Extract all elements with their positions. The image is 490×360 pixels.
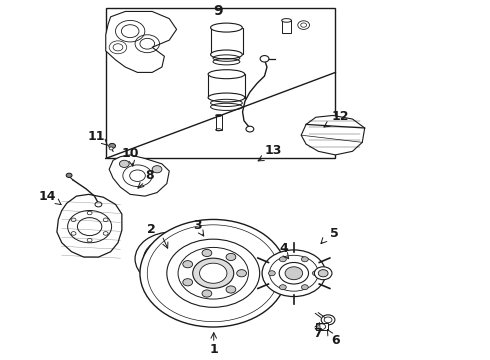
Text: 13: 13 xyxy=(265,144,282,157)
Circle shape xyxy=(145,256,152,261)
Text: 6: 6 xyxy=(331,334,340,347)
Ellipse shape xyxy=(208,93,245,102)
Circle shape xyxy=(285,267,303,280)
Text: 3: 3 xyxy=(193,219,201,232)
Circle shape xyxy=(301,257,308,262)
Circle shape xyxy=(262,250,326,297)
Circle shape xyxy=(301,285,308,290)
Text: 14: 14 xyxy=(39,190,56,203)
Text: 7: 7 xyxy=(313,327,322,339)
Text: 1: 1 xyxy=(209,343,218,356)
Text: 2: 2 xyxy=(147,223,155,236)
Polygon shape xyxy=(57,194,122,257)
Circle shape xyxy=(318,270,328,277)
Text: 11: 11 xyxy=(88,130,105,143)
Circle shape xyxy=(66,173,72,177)
Circle shape xyxy=(270,255,318,291)
Circle shape xyxy=(167,239,260,307)
Circle shape xyxy=(183,279,193,286)
Circle shape xyxy=(140,220,287,327)
Text: 10: 10 xyxy=(122,147,139,160)
Circle shape xyxy=(279,285,286,290)
Circle shape xyxy=(109,147,113,150)
Circle shape xyxy=(260,55,269,62)
Polygon shape xyxy=(106,12,176,72)
Text: 12: 12 xyxy=(332,110,349,123)
Circle shape xyxy=(202,249,212,257)
Circle shape xyxy=(315,267,332,280)
Circle shape xyxy=(180,242,187,247)
Circle shape xyxy=(144,238,200,280)
Polygon shape xyxy=(301,116,365,155)
Circle shape xyxy=(199,263,227,283)
Circle shape xyxy=(135,232,208,286)
Text: 9: 9 xyxy=(213,4,223,18)
Circle shape xyxy=(202,290,212,297)
Text: 5: 5 xyxy=(330,226,338,239)
Circle shape xyxy=(279,257,286,262)
Text: 4: 4 xyxy=(280,242,289,255)
Ellipse shape xyxy=(282,19,292,22)
Circle shape xyxy=(226,286,236,293)
Circle shape xyxy=(152,166,162,173)
Ellipse shape xyxy=(211,50,243,59)
Bar xyxy=(216,116,221,130)
Circle shape xyxy=(157,242,163,247)
Circle shape xyxy=(321,315,335,325)
Circle shape xyxy=(269,271,275,276)
Circle shape xyxy=(180,271,187,276)
Circle shape xyxy=(95,202,102,207)
Ellipse shape xyxy=(208,70,245,79)
Text: 8: 8 xyxy=(146,169,154,182)
Bar xyxy=(282,21,292,33)
Circle shape xyxy=(178,247,248,299)
Circle shape xyxy=(163,252,180,265)
Circle shape xyxy=(109,143,116,148)
Circle shape xyxy=(183,261,193,268)
Circle shape xyxy=(279,262,309,284)
Circle shape xyxy=(193,258,234,288)
Circle shape xyxy=(156,247,187,270)
Bar xyxy=(208,74,245,98)
Circle shape xyxy=(246,126,254,132)
Circle shape xyxy=(237,270,246,277)
Circle shape xyxy=(298,21,310,30)
Polygon shape xyxy=(109,155,169,196)
Bar xyxy=(106,8,335,158)
Bar xyxy=(211,28,243,54)
Circle shape xyxy=(120,160,129,167)
Ellipse shape xyxy=(211,23,243,32)
Bar xyxy=(316,323,328,330)
Circle shape xyxy=(313,271,319,276)
Circle shape xyxy=(157,271,163,276)
Circle shape xyxy=(226,253,236,261)
Circle shape xyxy=(192,256,198,261)
